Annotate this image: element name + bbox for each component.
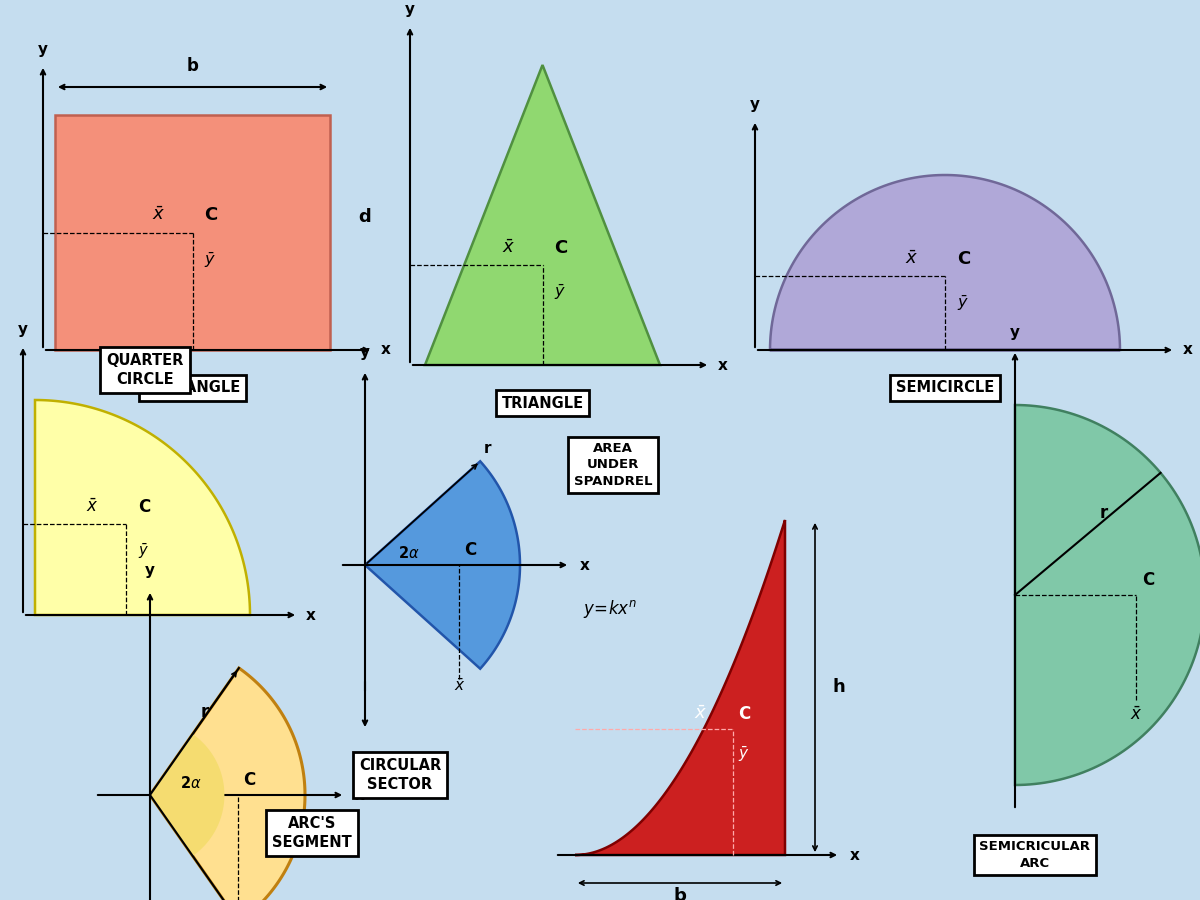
Text: b: b: [673, 887, 686, 900]
Text: SEMICIRCLE: SEMICIRCLE: [896, 381, 994, 395]
Text: x: x: [355, 788, 365, 803]
Text: C: C: [958, 249, 971, 267]
Text: y: y: [145, 563, 155, 578]
Polygon shape: [150, 668, 305, 900]
Text: C: C: [1142, 571, 1154, 589]
Text: ARC'S
SEGMENT: ARC'S SEGMENT: [272, 816, 352, 850]
Text: C: C: [554, 239, 568, 257]
Polygon shape: [35, 400, 250, 615]
Bar: [55, 115, 330, 350]
Text: $y\!=\!kx^n$: $y\!=\!kx^n$: [583, 598, 637, 620]
Text: AREA
UNDER
SPANDREL: AREA UNDER SPANDREL: [574, 442, 653, 488]
Text: TRIANGLE: TRIANGLE: [502, 395, 583, 410]
Polygon shape: [425, 65, 660, 365]
Text: $\bar{x}$: $\bar{x}$: [503, 239, 516, 257]
Text: x: x: [850, 848, 860, 862]
Text: C: C: [244, 771, 256, 789]
Text: x: x: [580, 557, 590, 572]
Text: $\bar{x}$: $\bar{x}$: [86, 498, 98, 516]
Text: QUARTER
CIRCLE: QUARTER CIRCLE: [107, 353, 184, 387]
Text: y: y: [750, 97, 760, 112]
Text: C: C: [204, 206, 217, 224]
Text: C: C: [738, 706, 751, 724]
Text: r: r: [200, 703, 209, 721]
Text: h: h: [833, 679, 846, 697]
Text: $\bar{y}$: $\bar{y}$: [138, 542, 150, 561]
Text: $\bar{y}$: $\bar{y}$: [554, 283, 566, 302]
Text: C: C: [464, 541, 476, 559]
Text: $\bar{x}$: $\bar{x}$: [454, 678, 466, 694]
Text: $\bar{y}$: $\bar{y}$: [738, 745, 750, 764]
Polygon shape: [1015, 405, 1200, 785]
Text: b: b: [186, 57, 198, 75]
Text: d: d: [358, 209, 371, 227]
Text: 2$\alpha$: 2$\alpha$: [398, 545, 420, 561]
Text: y: y: [404, 2, 415, 17]
Text: $\bar{x}$: $\bar{x}$: [695, 706, 708, 724]
Text: y: y: [38, 42, 48, 57]
Text: CIRCULAR
SECTOR: CIRCULAR SECTOR: [359, 758, 442, 792]
Text: x: x: [718, 357, 728, 373]
Text: x: x: [1183, 343, 1193, 357]
Text: $\bar{x}$: $\bar{x}$: [905, 249, 918, 267]
Polygon shape: [365, 462, 520, 669]
Text: $\bar{x}$: $\bar{x}$: [152, 206, 166, 224]
Text: x: x: [306, 608, 316, 623]
Text: C: C: [138, 498, 150, 516]
Text: r: r: [484, 441, 492, 456]
Text: y: y: [18, 322, 28, 337]
Text: $\bar{x}$: $\bar{x}$: [1129, 706, 1142, 724]
Text: y: y: [1010, 325, 1020, 340]
Text: y: y: [360, 345, 370, 360]
Text: r: r: [1100, 504, 1109, 522]
Text: $\bar{y}$: $\bar{y}$: [204, 250, 216, 269]
Text: RECTANGLE: RECTANGLE: [144, 381, 241, 395]
Text: x: x: [382, 343, 391, 357]
Text: SEMICRICULAR
ARC: SEMICRICULAR ARC: [979, 841, 1091, 869]
Polygon shape: [575, 520, 785, 855]
Polygon shape: [150, 734, 224, 856]
Text: 2$\alpha$: 2$\alpha$: [180, 775, 202, 791]
Text: $\bar{y}$: $\bar{y}$: [958, 293, 970, 312]
Polygon shape: [770, 175, 1120, 350]
